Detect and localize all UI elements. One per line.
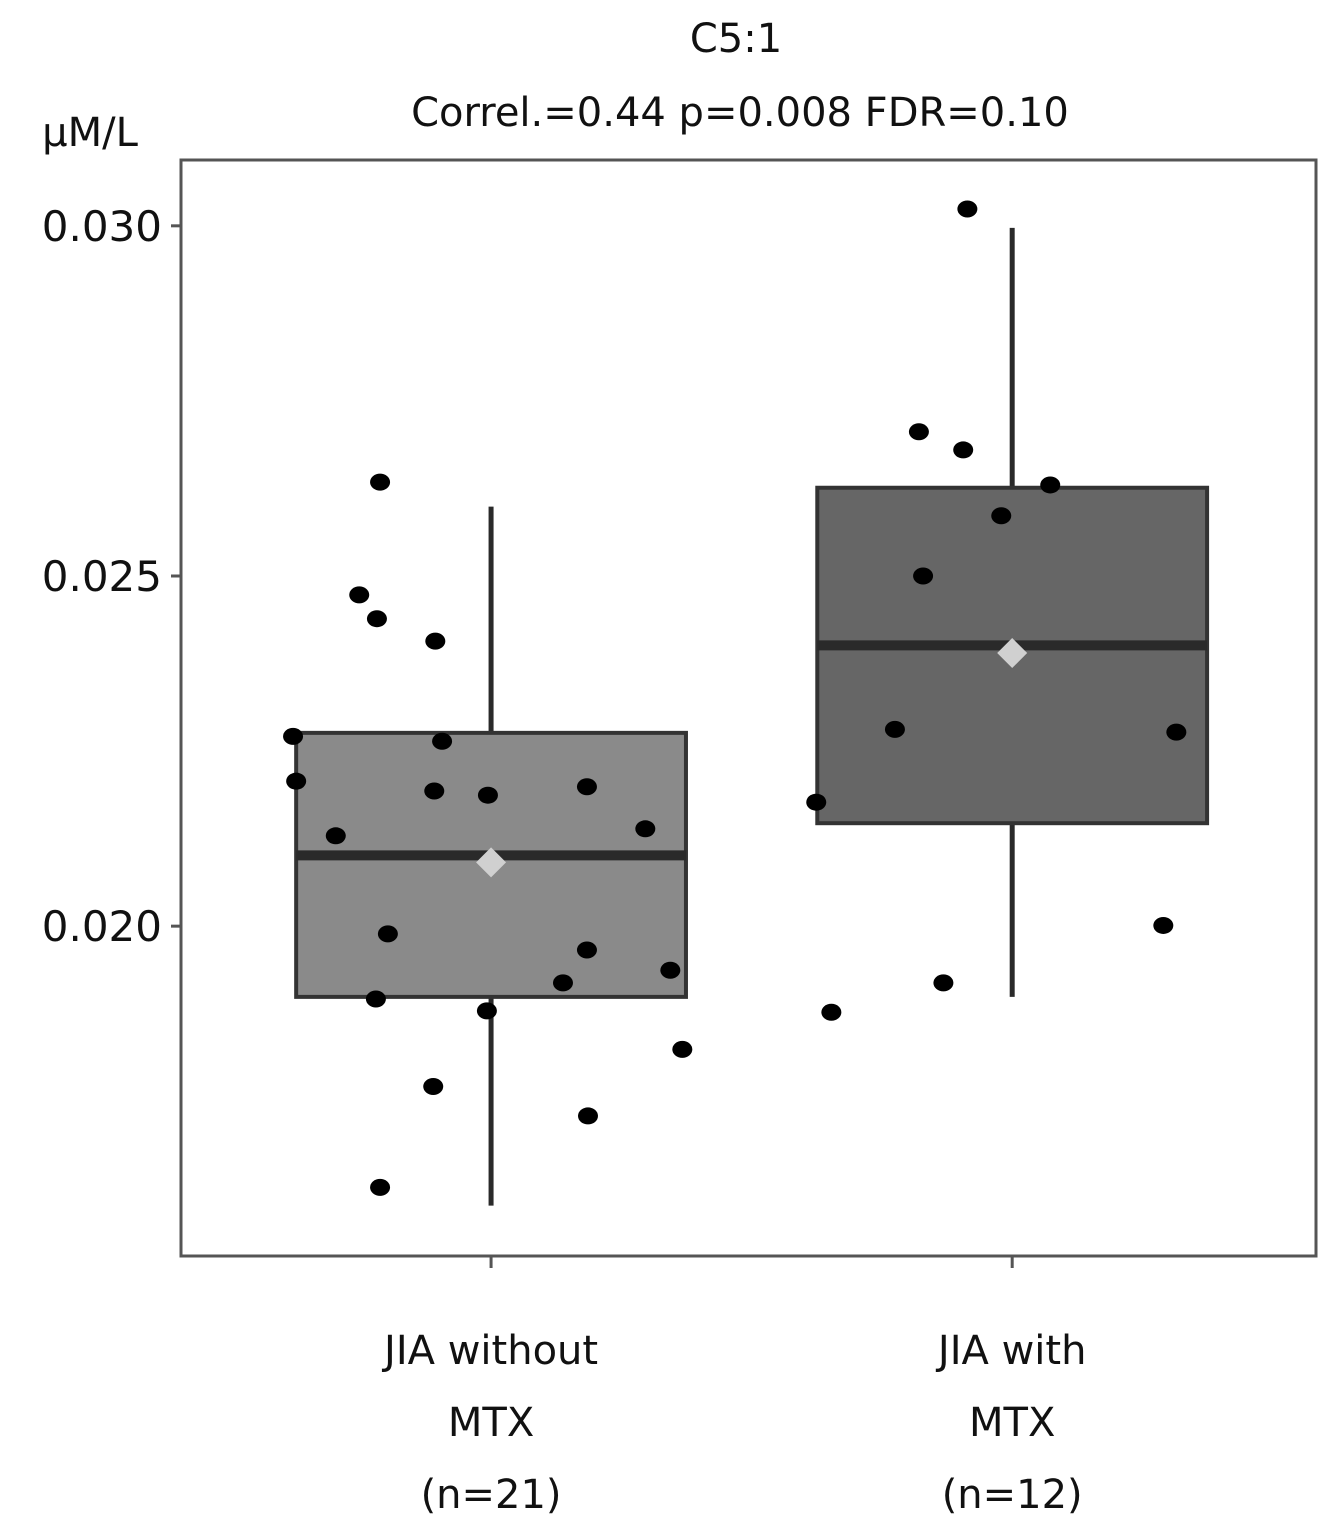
data-point [953,441,974,459]
data-point [1153,916,1174,934]
data-point [476,1002,497,1020]
data-point [477,786,498,804]
data-point [576,941,597,959]
data-point [577,1107,598,1125]
data-point [349,586,370,604]
plot-frame [179,158,1318,1258]
x-tick-label: (n=12) [942,1472,1083,1518]
mean-marker [476,847,507,878]
data-point [325,827,346,845]
data-point [1166,723,1187,741]
data-point [933,974,954,992]
data-point [552,974,573,992]
data-point [913,567,934,585]
data-point [821,1003,842,1021]
data-point [370,473,391,491]
y-tick-label: 0.020 [42,902,162,951]
data-point [660,961,681,979]
data-point [908,423,929,441]
chart-subtitle: Correl.=0.44 p=0.008 FDR=0.10 [411,90,1069,136]
data-point [884,720,905,738]
data-point [424,782,445,800]
data-point [576,778,597,796]
data-point [377,925,398,943]
data-point [286,772,307,790]
data-point [806,793,827,811]
data-point [366,610,387,628]
data-point [1040,476,1061,494]
chart-title: C5:1 [690,16,782,62]
data-point [672,1040,693,1058]
mean-marker [997,638,1028,669]
data-point [432,732,453,750]
data-point [365,990,386,1008]
data-point [423,1078,444,1096]
y-axis-label: μM/L [42,110,138,156]
x-tick-label: JIA without [381,1328,598,1374]
data-point [425,632,446,650]
y-tick-label: 0.025 [42,552,162,601]
data-point [991,507,1012,525]
data-point [957,200,978,218]
x-tick-label: MTX [969,1400,1055,1446]
x-tick-label: (n=21) [421,1472,562,1518]
data-point [635,820,656,838]
x-tick-label: JIA with [935,1328,1087,1374]
data-point [283,727,304,745]
x-tick-label: MTX [448,1400,534,1446]
y-tick-label: 0.030 [42,202,162,251]
data-point [370,1178,391,1196]
